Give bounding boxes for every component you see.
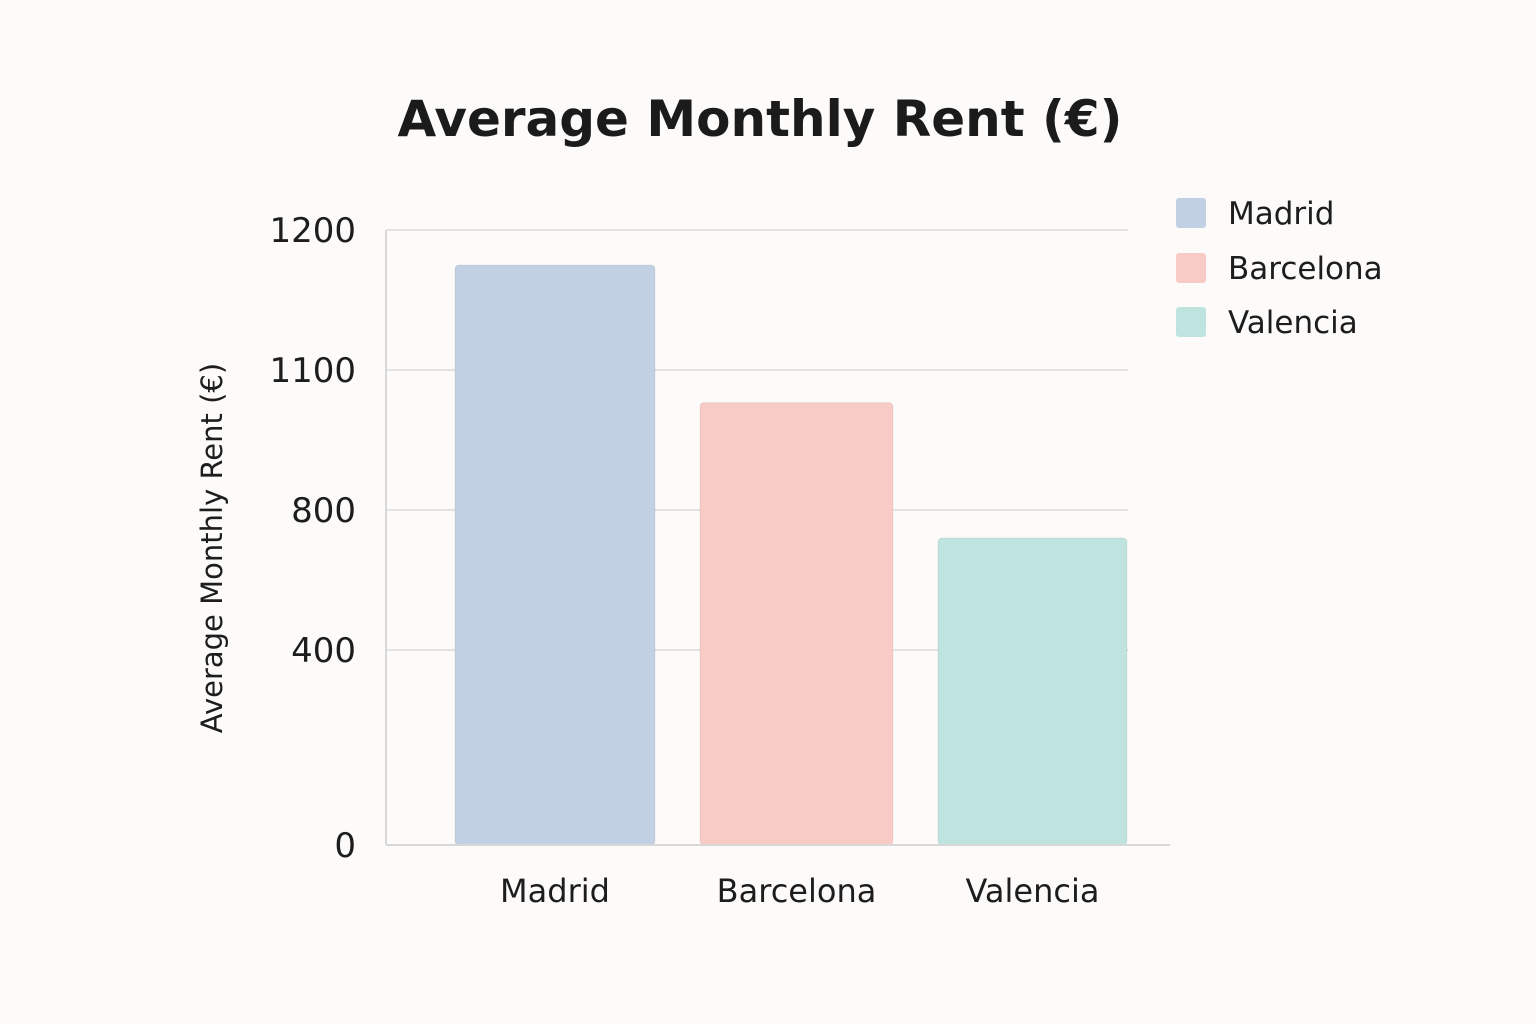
y-tick-label: 800 <box>291 491 356 531</box>
x-tick-label: Barcelona <box>717 872 877 910</box>
legend-swatch <box>1176 198 1206 228</box>
legend-entry: Barcelona <box>1176 251 1383 287</box>
x-tick-label: Valencia <box>966 872 1100 910</box>
y-tick-label: 1200 <box>269 211 356 251</box>
y-axis-label: Average Monthly Rent (€) <box>195 363 229 733</box>
chart-title: Average Monthly Rent (€) <box>397 90 1122 148</box>
legend-entry: Valencia <box>1176 305 1358 341</box>
legend: Madrid Barcelona Valencia <box>1176 196 1383 341</box>
bar-madrid <box>454 264 656 846</box>
y-tick-label: 400 <box>291 631 356 671</box>
bar-barcelona <box>699 402 894 846</box>
x-tick-label: Madrid <box>500 872 610 910</box>
legend-label: Barcelona <box>1228 251 1383 287</box>
legend-swatch <box>1176 307 1206 337</box>
legend-label: Madrid <box>1228 196 1334 232</box>
legend-swatch <box>1176 253 1206 283</box>
y-tick-label: 1100 <box>269 351 356 391</box>
x-ticks: Madrid Barcelona Valencia <box>500 872 1099 910</box>
legend-entry: Madrid <box>1176 196 1334 232</box>
bar-valencia <box>937 537 1128 846</box>
y-ticks: 0 400 800 1100 1200 <box>269 211 356 866</box>
bars <box>454 264 1128 846</box>
legend-label: Valencia <box>1228 305 1358 341</box>
y-tick-label: 0 <box>334 826 356 866</box>
